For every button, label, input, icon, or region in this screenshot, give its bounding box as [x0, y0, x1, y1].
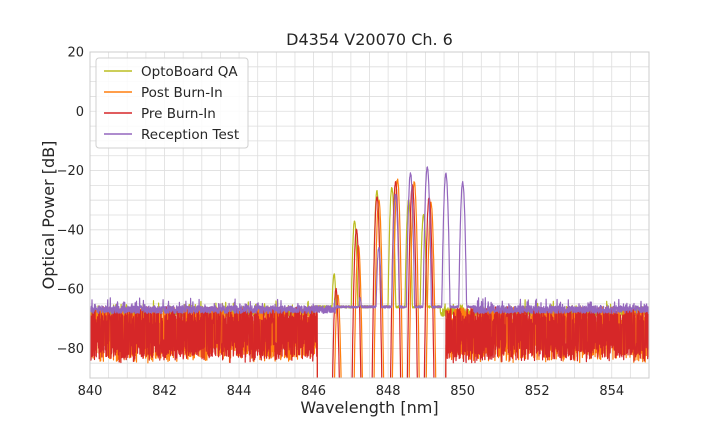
chart-title: D4354 V20070 Ch. 6 [286, 30, 453, 49]
y-tick-label: 20 [67, 46, 84, 61]
y-axis-label: Optical Power [dB] [39, 141, 58, 290]
x-tick-label: 852 [525, 384, 550, 399]
x-axis-ticks: 840 842 844 846 848 850 852 854 [78, 384, 625, 399]
x-tick-label: 842 [152, 384, 177, 399]
x-tick-label: 844 [227, 384, 252, 399]
y-tick-label: −40 [57, 223, 84, 238]
legend-label-2: Pre Burn-In [141, 106, 216, 122]
x-tick-label: 850 [450, 384, 475, 399]
legend-label-3: Reception Test [141, 127, 239, 143]
y-tick-label: −20 [57, 164, 84, 179]
series-layer [90, 166, 649, 378]
y-tick-label: −80 [57, 342, 84, 357]
series-line-2 [90, 181, 649, 378]
y-tick-label: 0 [76, 105, 84, 120]
y-tick-label: −60 [57, 283, 84, 298]
x-axis-label: Wavelength [nm] [300, 398, 438, 417]
y-axis-ticks: 20 0 −20 −40 −60 −80 [57, 46, 84, 357]
legend-box [95, 57, 249, 149]
x-tick-label: 854 [599, 384, 624, 399]
legend-label-0: OptoBoard QA [141, 64, 238, 80]
series-line-3 [90, 166, 649, 314]
legend-label-1: Post Burn-In [141, 85, 223, 101]
x-tick-label: 846 [301, 384, 326, 399]
x-tick-label: 848 [376, 384, 401, 399]
legend: OptoBoard QA Post Burn-In Pre Burn-In Recep… [95, 57, 249, 149]
x-tick-label: 840 [78, 384, 103, 399]
plot-frame [89, 51, 650, 379]
